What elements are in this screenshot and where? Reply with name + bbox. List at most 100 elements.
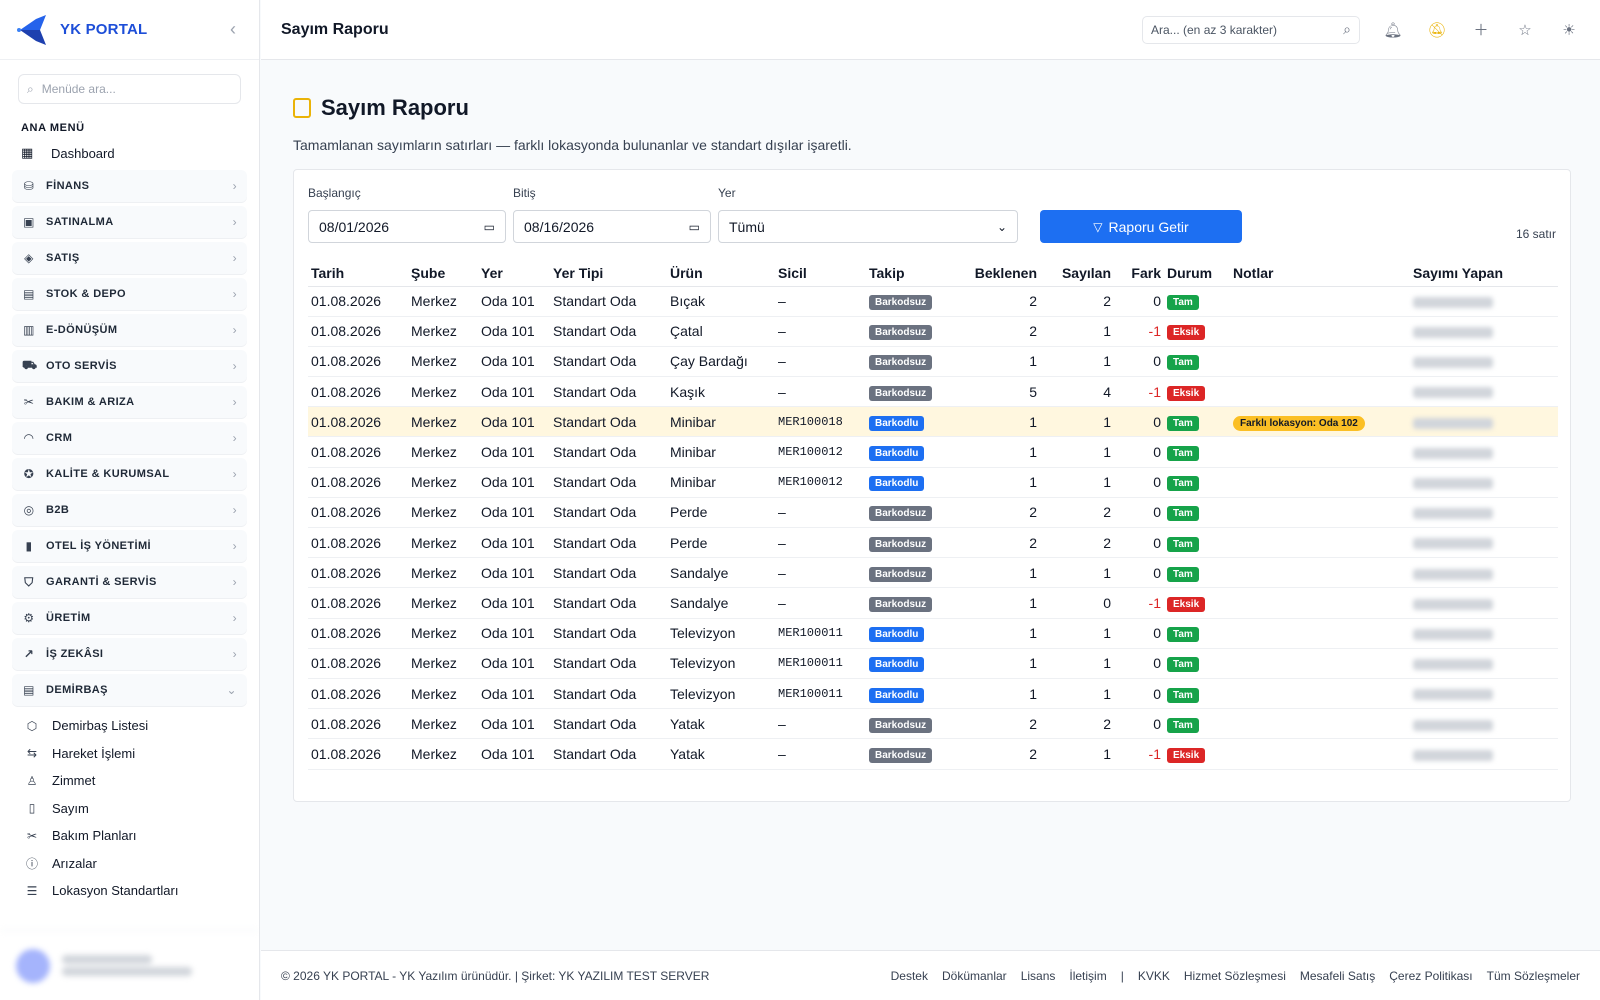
sidebar-item[interactable]: ☰ Lokasyon Standartları (0, 877, 259, 905)
sidebar-group-sati-[interactable]: ◈ SATIŞ › (12, 242, 247, 274)
sidebar-group-b2b[interactable]: ◎ B2B › (12, 494, 247, 526)
sidebar-group-oto-servi-s[interactable]: ⛟ OTO SERVİS › (12, 350, 247, 382)
sidebar-group-satinalma[interactable]: ▣ SATINALMA › (12, 206, 247, 238)
table-row[interactable]: 01.08.2026 Merkez Oda 101 Standart Oda Telev… (308, 648, 1558, 679)
column-header[interactable]: Fark (1114, 260, 1164, 287)
sidebar-item-label: Arızalar (52, 855, 97, 871)
footer-link[interactable]: Hizmet Sözleşmesi (1183, 968, 1286, 983)
footer-link[interactable]: KVKK (1137, 968, 1170, 983)
table-row[interactable]: 01.08.2026 Merkez Oda 101 Standart Oda Çay B… (308, 346, 1558, 378)
cell-counted: 1 (1040, 738, 1114, 770)
global-search-input[interactable]: Ara... (en az 3 karakter) ⌕ (1142, 15, 1360, 44)
sidebar-item[interactable]: ⓘ Arızalar (0, 850, 259, 878)
table-row[interactable]: 01.08.2026 Merkez Oda 101 Standart Oda Telev… (308, 618, 1558, 649)
cell-notes (1230, 286, 1410, 317)
column-header[interactable]: Sayımı Yapan (1410, 260, 1558, 287)
user-profile[interactable] (0, 930, 259, 1000)
table-row[interactable]: 01.08.2026 Merkez Oda 101 Standart Oda Yatak… (308, 708, 1558, 740)
sidebar-group-label: SATIŞ (46, 252, 80, 264)
status-badge: Tam (1167, 476, 1199, 492)
column-header[interactable]: Sicil (775, 260, 866, 287)
sidebar-item[interactable]: ♙ Zimmet (0, 767, 259, 795)
sidebar-group-bakim-ariza[interactable]: ✂ BAKIM & ARIZA › (12, 386, 247, 418)
dashboard-icon: ▦ (21, 145, 34, 160)
sidebar-item-label: Demirbaş Listesi (52, 718, 149, 734)
status-badge: Tam (1167, 687, 1199, 703)
footer-link[interactable]: Çerez Politikası (1389, 968, 1473, 983)
footer-link[interactable]: Mesafeli Satış (1299, 968, 1376, 983)
column-header[interactable]: Yer Tipi (550, 260, 667, 287)
sidebar-item[interactable]: ⇆ Hareket İşlemi (0, 740, 259, 768)
plus-icon[interactable]: ＋ (1473, 22, 1489, 39)
status-badge: Tam (1167, 717, 1199, 733)
sidebar-group-crm[interactable]: ◠ CRM › (12, 422, 247, 454)
cell-counted-by (1410, 316, 1558, 347)
footer-link[interactable]: İletişim (1069, 968, 1107, 983)
sidebar-group-i-zek-si[interactable]: ↗ İŞ ZEKÂSI › (12, 638, 247, 670)
column-header[interactable]: Şube (408, 260, 478, 287)
get-report-button[interactable]: ▽ Raporu Getir (1040, 210, 1242, 243)
search-icon[interactable]: ⌕ (1343, 21, 1351, 37)
footer-link[interactable]: Destek (890, 968, 928, 983)
column-header[interactable]: Beklenen (952, 260, 1040, 287)
table-row[interactable]: 01.08.2026 Merkez Oda 101 Standart Oda Perde… (308, 527, 1558, 559)
footer-link[interactable]: Dökümanlar (941, 968, 1007, 983)
table-row[interactable]: 01.08.2026 Merkez Oda 101 Standart Oda Bıçak… (308, 286, 1558, 317)
chevron-right-icon: › (232, 467, 237, 481)
table-row[interactable]: 01.08.2026 Merkez Oda 101 Standart Oda Minib… (308, 467, 1558, 498)
column-header[interactable]: Durum (1164, 260, 1230, 287)
notification-bell-icon[interactable]: 🔔︎ (1383, 21, 1403, 39)
theme-sun-icon[interactable]: ☀ (1562, 21, 1576, 39)
sidebar-group-stok-depo[interactable]: ▤ STOK & DEPO › (12, 278, 247, 310)
sidebar-collapse-icon[interactable]: ‹ (230, 19, 236, 39)
star-icon[interactable]: ☆ (1518, 21, 1532, 39)
brand-name[interactable]: YK PORTAL (60, 21, 148, 38)
menu-search-input[interactable]: ⌕ Menüde ara... (18, 74, 241, 104)
table-row[interactable]: 01.08.2026 Merkez Oda 101 Standart Oda Telev… (308, 678, 1558, 710)
sidebar-group--reti-m[interactable]: ⚙ ÜRETİM › (12, 602, 247, 634)
cell-branch: Merkez (408, 527, 478, 559)
column-header[interactable]: Sayılan (1040, 260, 1114, 287)
redacted-user (1413, 508, 1493, 520)
footer-link[interactable]: Lisans (1020, 968, 1056, 983)
table-row[interactable]: 01.08.2026 Merkez Oda 101 Standart Oda Perde… (308, 497, 1558, 529)
cell-date: 01.08.2026 (308, 678, 408, 710)
column-header[interactable]: Takip (866, 260, 952, 287)
calendar-icon[interactable]: ▭ (688, 219, 700, 234)
table-row[interactable]: 01.08.2026 Merkez Oda 101 Standart Oda Kaşık… (308, 376, 1558, 408)
end-date-input[interactable]: 08/16/2026 ▭ (513, 210, 711, 243)
table-row[interactable]: 01.08.2026 Merkez Oda 101 Standart Oda Çatal… (308, 316, 1558, 347)
sidebar-item-dashboard[interactable]: ▦ Dashboard (0, 140, 259, 166)
sidebar-group-fi-nans[interactable]: ⛁ FİNANS › (12, 170, 247, 202)
sidebar-group-e-d-n-m[interactable]: ▥ E-DÖNÜŞÜM › (12, 314, 247, 346)
cell-counted: 1 (1040, 436, 1114, 468)
notification-off-icon[interactable]: 🔕︎ (1427, 21, 1447, 39)
table-row[interactable]: 01.08.2026 Merkez Oda 101 Standart Oda Minib… (308, 406, 1558, 438)
place-select[interactable]: Tümü ⌄ (718, 210, 1018, 243)
sidebar-group-kali-te-kurumsal[interactable]: ✪ KALİTE & KURUMSAL › (12, 458, 247, 490)
sidebar-item[interactable]: ⬡ Demirbaş Listesi (0, 712, 259, 740)
column-header[interactable]: Ürün (667, 260, 775, 287)
brand-logo-icon[interactable] (16, 13, 50, 47)
column-header[interactable]: Tarih (308, 260, 408, 287)
column-header[interactable]: Notlar (1230, 260, 1410, 287)
table-row[interactable]: 01.08.2026 Merkez Oda 101 Standart Oda Sanda… (308, 587, 1558, 619)
table-row[interactable]: 01.08.2026 Merkez Oda 101 Standart Oda Yatak… (308, 738, 1558, 770)
calendar-icon[interactable]: ▭ (483, 219, 495, 234)
sidebar-group-otel-i-y-neti-mi-[interactable]: ▮ OTEL İŞ YÖNETİMİ › (12, 530, 247, 562)
table-row[interactable]: 01.08.2026 Merkez Oda 101 Standart Oda Minib… (308, 436, 1558, 468)
sidebar-group-demi-rba-[interactable]: ▤ DEMİRBAŞ ⌄ (12, 674, 247, 706)
sidebar-item[interactable]: ✂ Bakım Planları (0, 822, 259, 850)
cell-branch: Merkez (408, 497, 478, 529)
cell-tracking: Barkodsuz (866, 738, 952, 770)
footer-link[interactable]: Tüm Sözleşmeler (1486, 968, 1580, 983)
table-row[interactable]: 01.08.2026 Merkez Oda 101 Standart Oda Sanda… (308, 557, 1558, 589)
redacted-user (1413, 417, 1493, 429)
status-badge: Eksik (1167, 747, 1206, 763)
cell-tracking: Barkodlu (866, 678, 952, 710)
start-date-input[interactable]: 08/01/2026 ▭ (308, 210, 506, 243)
sidebar-group-garanti-servi-s[interactable]: ⛉ GARANTİ & SERVİS › (12, 566, 247, 598)
sidebar-item[interactable]: ▯ Sayım (0, 795, 259, 823)
cell-difference: 0 (1114, 406, 1164, 438)
column-header[interactable]: Yer (478, 260, 550, 287)
